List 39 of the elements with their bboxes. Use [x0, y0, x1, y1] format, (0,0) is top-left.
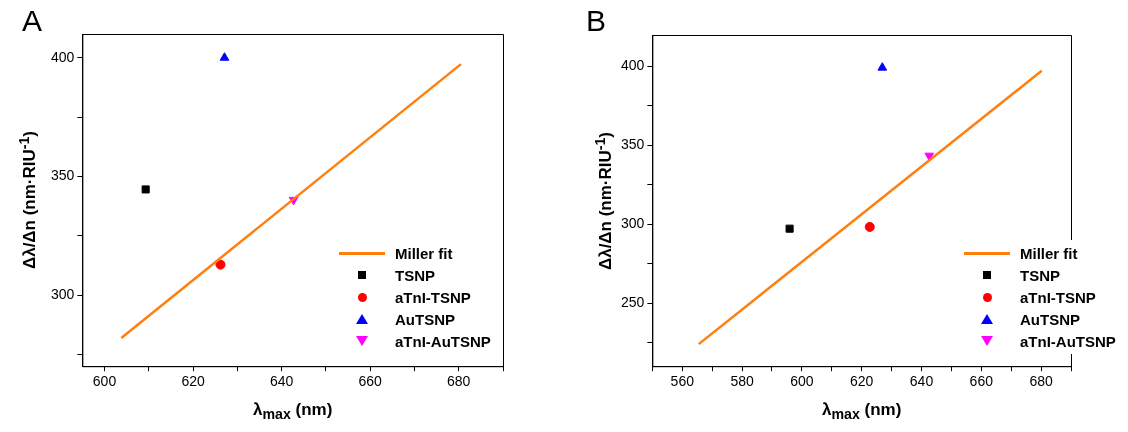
y-tick-label: 350 — [621, 136, 645, 153]
legend-label: AuTSNP — [395, 310, 455, 328]
legend-label: aTnI-TSNP — [1020, 288, 1096, 306]
x-axis-title: λ$_{max}$ (nm) — [252, 400, 333, 423]
x-tick-label: 640 — [909, 373, 934, 390]
x-tick-label: 600 — [790, 373, 814, 390]
y-tick-label: 300 — [51, 285, 75, 302]
x-axis-title: λ$_{max}$ (nm) — [821, 400, 902, 423]
y-tick-label: 250 — [621, 293, 645, 310]
x-tick-label: 680 — [447, 373, 471, 390]
x-tick-label: 620 — [181, 373, 205, 390]
chart-title: A — [22, 4, 43, 38]
chart-title: B — [586, 4, 607, 38]
x-tick-label: 620 — [850, 373, 874, 390]
y-tick-label: 300 — [621, 215, 645, 232]
legend-label: Miller fit — [395, 244, 453, 262]
legend-label: TSNP — [395, 266, 436, 284]
point — [785, 224, 794, 233]
y-tick-label: 350 — [51, 167, 75, 184]
point — [219, 52, 230, 61]
x-tick-label: 580 — [730, 373, 754, 390]
point — [215, 259, 226, 270]
x-tick-label: 560 — [670, 373, 695, 390]
legend-label: aTnI-TSNP — [395, 288, 471, 306]
x-tick-label: 660 — [969, 373, 994, 390]
y-tick-label: 400 — [51, 48, 75, 65]
x-tick-label: 640 — [269, 373, 294, 390]
point — [864, 221, 875, 232]
legend-label: TSNP — [1020, 266, 1061, 284]
legend-label: AuTSNP — [1020, 310, 1080, 328]
x-tick-label: 680 — [1029, 373, 1053, 390]
legend-label: aTnI-AuTSNP — [1020, 332, 1116, 350]
point — [141, 185, 150, 194]
x-tick-label: 600 — [92, 373, 117, 390]
x-tick-label: 660 — [358, 373, 383, 390]
y-tick-label: 400 — [621, 57, 645, 74]
legend-label: aTnI-AuTSNP — [395, 332, 491, 350]
point — [877, 62, 888, 71]
legend-label: Miller fit — [1020, 244, 1078, 262]
